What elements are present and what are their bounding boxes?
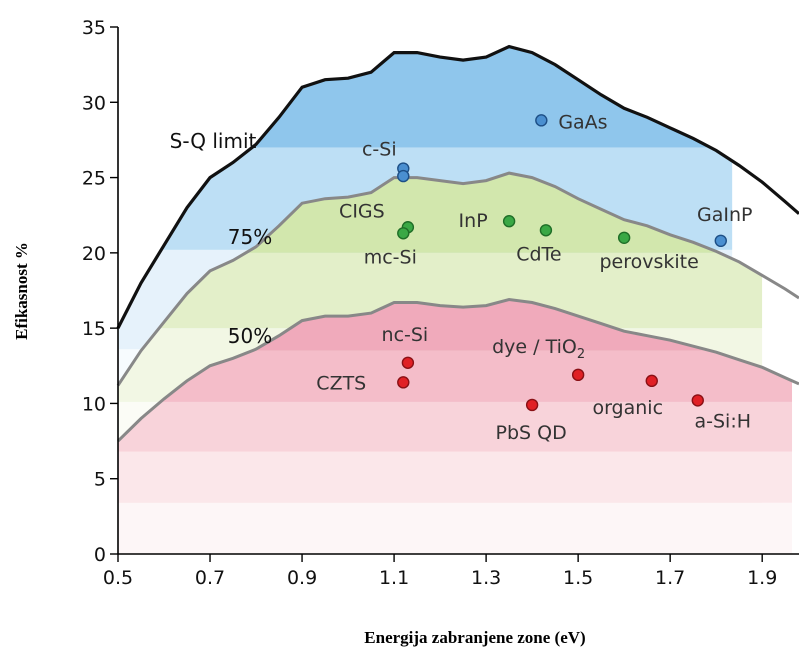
x-tick-label: 0.5 <box>103 567 133 589</box>
axes: 0.5 0.7 0.9 1.1 1.3 1.5 1.7 1.9 0 5 10 15 20 25 30 35 En… <box>12 17 799 647</box>
annotations: GaAs c-Si GaInP CIGS mc-Si InP CdTe perovskite n… <box>170 111 753 444</box>
x-tick-label: 0.9 <box>287 567 317 589</box>
x-tick-label: 1.7 <box>655 567 685 589</box>
point-label: organic <box>592 397 663 419</box>
x-axis-title: Energija zabranjene zone (eV) <box>364 628 585 647</box>
point-label: PbS QD <box>496 422 567 444</box>
x-tick-label: 1.5 <box>563 567 593 589</box>
x-tick-label: 1.9 <box>747 567 777 589</box>
limit-curves <box>116 44 799 443</box>
x-tick-label: 1.1 <box>379 567 409 589</box>
curve-75-percent <box>116 171 799 387</box>
curve-50-percent <box>116 297 799 443</box>
data-point-organic <box>645 374 658 388</box>
data-points <box>397 114 727 412</box>
point-label: GaInP <box>697 204 752 226</box>
point-label: perovskite <box>599 251 698 273</box>
data-point-gainp <box>714 234 727 248</box>
data-point-inp <box>502 215 516 228</box>
data-point-mc-si <box>397 227 410 240</box>
data-point-cdte <box>539 224 553 237</box>
y-tick-label: 35 <box>82 17 106 39</box>
y-axis-title: Efikasnost % <box>12 242 31 340</box>
data-point-pbs-qd <box>525 398 539 412</box>
point-label: dye / TiO2 <box>492 336 585 362</box>
curve-sq-limit <box>116 44 799 329</box>
point-label: c-Si <box>362 139 397 161</box>
point-label: nc-Si <box>382 324 429 346</box>
data-point-gaas <box>535 114 548 127</box>
subscript: 2 <box>577 347 585 362</box>
pink-band-1 <box>118 451 793 503</box>
x-tick-label: 0.7 <box>195 567 225 589</box>
y-tick-label: 20 <box>82 243 106 265</box>
pink-band-0 <box>118 502 793 554</box>
point-label: GaAs <box>558 111 607 133</box>
x-tick-label: 1.3 <box>471 567 501 589</box>
point-label: CZTS <box>316 372 366 394</box>
data-point-czts <box>397 376 410 389</box>
point-label: a-Si:H <box>695 410 752 432</box>
data-point-nc-si <box>401 356 415 369</box>
point-label: InP <box>459 210 488 232</box>
point-label: CIGS <box>339 200 385 222</box>
series-label-50: 50% <box>228 324 272 348</box>
data-point-c-si-2 <box>397 169 410 183</box>
y-tick-label: 0 <box>94 544 106 566</box>
data-point-a-si-h <box>691 394 704 407</box>
efficiency-bands <box>118 46 799 554</box>
series-label-sq-limit: S-Q limit <box>170 129 257 153</box>
pink-edge <box>792 299 799 554</box>
y-tick-label: 30 <box>82 92 106 114</box>
point-label: CdTe <box>516 243 561 265</box>
data-point-dye-tio <box>571 368 585 382</box>
data-point-perovskite <box>617 231 631 245</box>
y-tick-label: 5 <box>94 469 106 491</box>
point-label: mc-Si <box>364 246 417 268</box>
series-label-75: 75% <box>228 225 272 249</box>
y-tick-label: 10 <box>82 393 106 415</box>
y-tick-label: 15 <box>82 318 106 340</box>
pink-band-2 <box>118 401 793 452</box>
y-tick-label: 25 <box>82 168 106 190</box>
